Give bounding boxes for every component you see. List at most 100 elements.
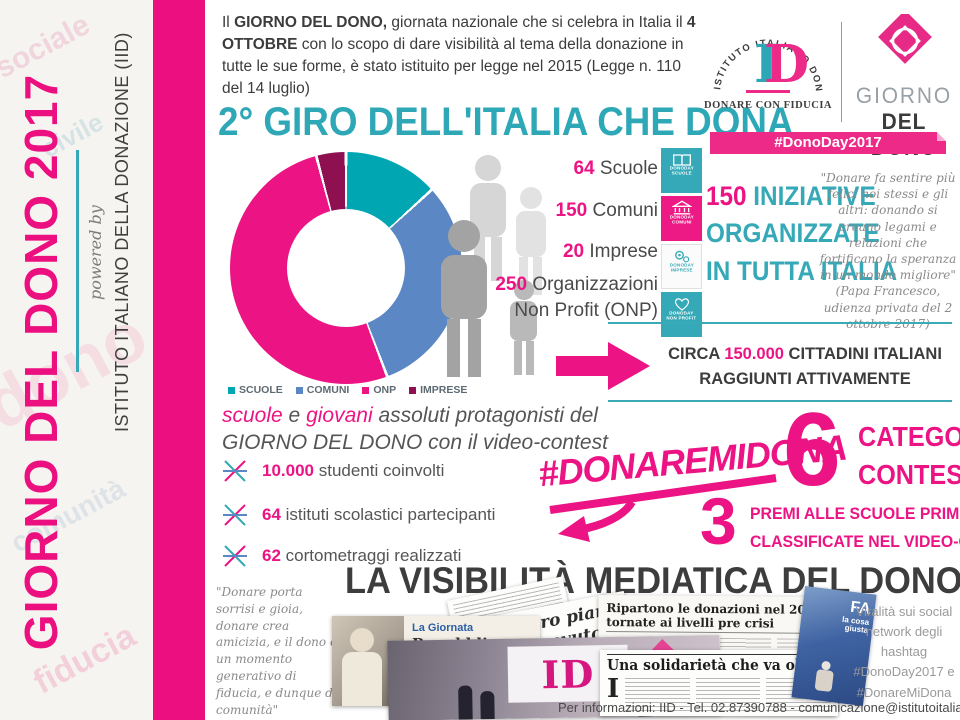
schools-line2b: con il video-contest: [422, 431, 608, 455]
stat-label: Organizzazioni: [527, 274, 658, 295]
clipping-headline: Ripartono le donazioni nel 2016 tornate …: [606, 601, 829, 634]
book-icon: [672, 154, 691, 166]
iid-logo-graphic: ISTITUTO ITALIANO DONAZIONE I D DONARE C…: [694, 0, 832, 111]
donoday-hashtag: #DonoDay2017: [774, 134, 882, 151]
iid-monogram-i: I: [754, 34, 778, 95]
bullet-studenti: 10.000 studenti coinvolti: [222, 458, 444, 484]
quote-text: "Donare fa sentire più felici noi stessi…: [819, 171, 957, 283]
badge-donoday-nonprofit: DONODAY NON PROFIT: [661, 292, 702, 337]
bullet-label: studenti coinvolti: [314, 461, 445, 480]
stat-onp: 250 Organizzazioni Non Profit (ONP): [436, 272, 658, 323]
contest-number: 6: [783, 392, 841, 508]
badge-label: DONODAY NON PROFIT: [666, 311, 697, 321]
schools-text: e: [282, 404, 307, 427]
badge-label: DONODAY COMUNI: [669, 215, 694, 225]
intro-bold: GIORNO DEL DONO,: [234, 14, 388, 31]
social-virality-note: Viralità sui social network degli hashta…: [853, 604, 955, 700]
donut-chart: [230, 152, 462, 384]
schools-word: scuole: [222, 404, 283, 427]
legend-item: ONP: [362, 384, 396, 396]
schools-line2a: GIORNO DEL DONO: [222, 431, 423, 455]
person-icon: [470, 155, 506, 281]
person-icon: [510, 280, 537, 375]
badge-donoday-imprese: DONODAY IMPRESE: [661, 244, 702, 289]
badge-label: DONODAY IMPRESE: [669, 263, 694, 273]
schools-word: giovani: [306, 404, 373, 427]
stat-scuole: 64 Scuole: [436, 158, 658, 180]
arrow-right-icon: [556, 342, 650, 390]
diamond-icon: [878, 10, 932, 64]
logo-divider: [841, 22, 842, 122]
bullet-number: 10.000: [262, 461, 314, 480]
reach-text: CITTADINI ITALIANI: [783, 345, 942, 363]
divider-line: [76, 150, 79, 372]
prizes-line2: CLASSIFICATE NEL VIDEO-CONTEST: [750, 532, 960, 552]
legend-label: ONP: [373, 384, 397, 396]
gears-icon: [674, 250, 689, 263]
schools-intro: scuole e giovani assoluti protagonisti d…: [222, 402, 608, 457]
bullet-istituti: 64 istituti scolastici partecipanti: [222, 502, 495, 528]
iid-monogram-d: D: [764, 34, 809, 95]
legend-swatch: [362, 386, 370, 394]
quote-text: "Donare porta sorrisi e gioia, donare cr…: [216, 585, 338, 717]
reach-text: CIRCA: [668, 345, 725, 363]
article-text-lines: [625, 678, 690, 714]
legend-swatch: [409, 386, 417, 394]
divider-line: [608, 322, 952, 324]
mattarella-quote: "Donare porta sorrisi e gioia, donare cr…: [216, 584, 338, 720]
prizes-labels: PREMI ALLE SCUOLE PRIME CLASSIFICATE NEL…: [750, 500, 960, 556]
initiatives-number: 150: [706, 181, 747, 211]
initiatives-line2: ORGANIZZATE: [706, 218, 880, 249]
stat-label: Imprese: [584, 241, 658, 262]
sparkle-star-icon: [223, 545, 247, 567]
organization-name-vertical: ISTITUTO ITALIANO DELLA DONAZIONE (IID): [112, 32, 132, 432]
bullet-number: 64: [262, 505, 281, 524]
iid-tagline: DONARE CON FIDUCIA: [704, 100, 832, 111]
stat-label: Comuni: [587, 200, 658, 221]
intro-text: con lo scopo di dare visibilità al tema …: [222, 36, 684, 97]
divider-line: [608, 400, 952, 402]
reach-number: 150.000: [724, 345, 784, 363]
stat-value: 250: [495, 274, 528, 295]
person-icon: [516, 187, 546, 295]
left-sidebar: sociale civile dono comunità fiducia GIO…: [0, 0, 153, 720]
contest-labels: CATEGORIE CONTEST: [858, 418, 960, 494]
reach-statement: CIRCA 150.000 CITTADINI ITALIANI RAGGIUN…: [652, 342, 958, 392]
section-title-giro: 2° GIRO DELL'ITALIA CHE DONA: [218, 100, 794, 144]
stat-comuni: 150 Comuni: [436, 200, 658, 222]
prizes-line1: PREMI ALLE SCUOLE PRIME: [750, 504, 960, 523]
powered-by-label: powered by: [86, 205, 105, 300]
hashtag-underline-arrow-icon: [549, 474, 777, 542]
dropcap: I: [607, 674, 620, 704]
bank-icon: [671, 200, 692, 215]
bullet-label: cortometraggi realizzati: [280, 546, 462, 565]
legend-swatch: [295, 386, 303, 394]
stat-label: Scuole: [594, 158, 658, 179]
stat-value: 20: [562, 241, 585, 262]
sparkle-star-icon: [223, 504, 247, 526]
person-icon: [441, 220, 487, 377]
initiatives-block: 150 INIZIATIVE ORGANIZZATE IN TUTTA ITAL…: [706, 178, 897, 290]
papa-francesco-quote: "Donare fa sentire più felici noi stessi…: [818, 170, 958, 332]
people-silhouettes: [441, 155, 546, 377]
bullet-cortometraggi: 62 cortometraggi realizzati: [222, 543, 461, 569]
initiatives-line1: INIZIATIVE: [746, 181, 876, 211]
intro-paragraph: Il GIORNO DEL DONO, giornata nazionale c…: [222, 12, 698, 100]
schools-text: assoluti protagonisti del: [372, 404, 598, 427]
stat-label-line2: Non Profit (ONP): [514, 299, 658, 321]
person-silhouette: [458, 685, 473, 720]
banner-fold: [937, 132, 946, 141]
badge-label: DONODAY SCUOLE: [669, 166, 694, 176]
bullet-label: istituti scolastici partecipanti: [280, 505, 496, 524]
contest-label1: CATEGORIE: [858, 421, 960, 452]
poster-title-vertical: GIORNO DEL DONO 2017: [15, 73, 67, 651]
id-monogram: ID: [541, 650, 595, 697]
donoday-banner: #DonoDay2017: [710, 132, 946, 154]
legend-item: COMUNI: [295, 384, 349, 396]
chart-legend: SCUOLE COMUNI ONP IMPRESE: [228, 384, 468, 396]
legend-label: SCUOLE: [239, 384, 283, 396]
person-silhouette: [811, 660, 840, 693]
article-text-lines: [695, 678, 761, 714]
badge-donoday-comuni: DONODAY COMUNI: [661, 196, 702, 241]
